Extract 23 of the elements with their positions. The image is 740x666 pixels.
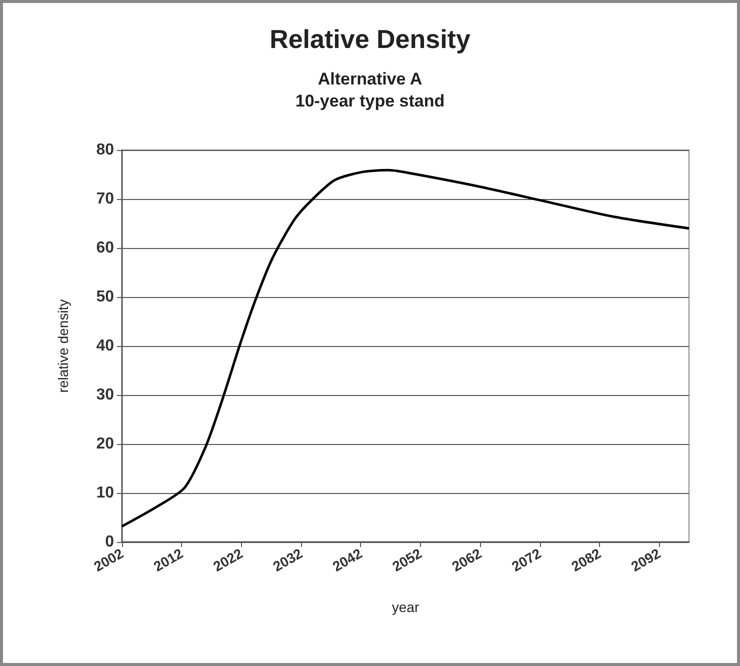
x-axis-title: year <box>392 599 420 615</box>
y-tick-label: 80 <box>96 142 114 158</box>
x-tick-label: 2022 <box>210 544 246 574</box>
y-tick-label: 50 <box>96 288 114 306</box>
x-tick-label: 2042 <box>330 544 365 574</box>
chart-title: Relative Density <box>270 24 471 54</box>
y-tick-label: 10 <box>96 484 114 502</box>
y-tick-label: 0 <box>105 534 114 550</box>
y-tick-label: 30 <box>96 386 114 404</box>
x-tick-label: 2082 <box>568 544 604 574</box>
x-tick-label: 2062 <box>449 544 484 574</box>
x-tick-label: 2012 <box>150 544 186 574</box>
y-tick-label: 40 <box>96 338 114 354</box>
x-tick-label: 2092 <box>628 544 664 574</box>
y-tick-label: 20 <box>96 436 114 452</box>
chart-subtitle: Alternative A 10-year type stand <box>295 70 445 110</box>
y-axis-title: relative density <box>55 299 71 393</box>
y-tick-label: 60 <box>96 240 114 256</box>
line-series <box>120 168 690 528</box>
x-tick-label: 2052 <box>389 544 425 574</box>
x-tick-label: 2072 <box>508 544 544 574</box>
x-tick-label: 2032 <box>270 544 306 574</box>
y-tick-label: 70 <box>96 190 114 208</box>
